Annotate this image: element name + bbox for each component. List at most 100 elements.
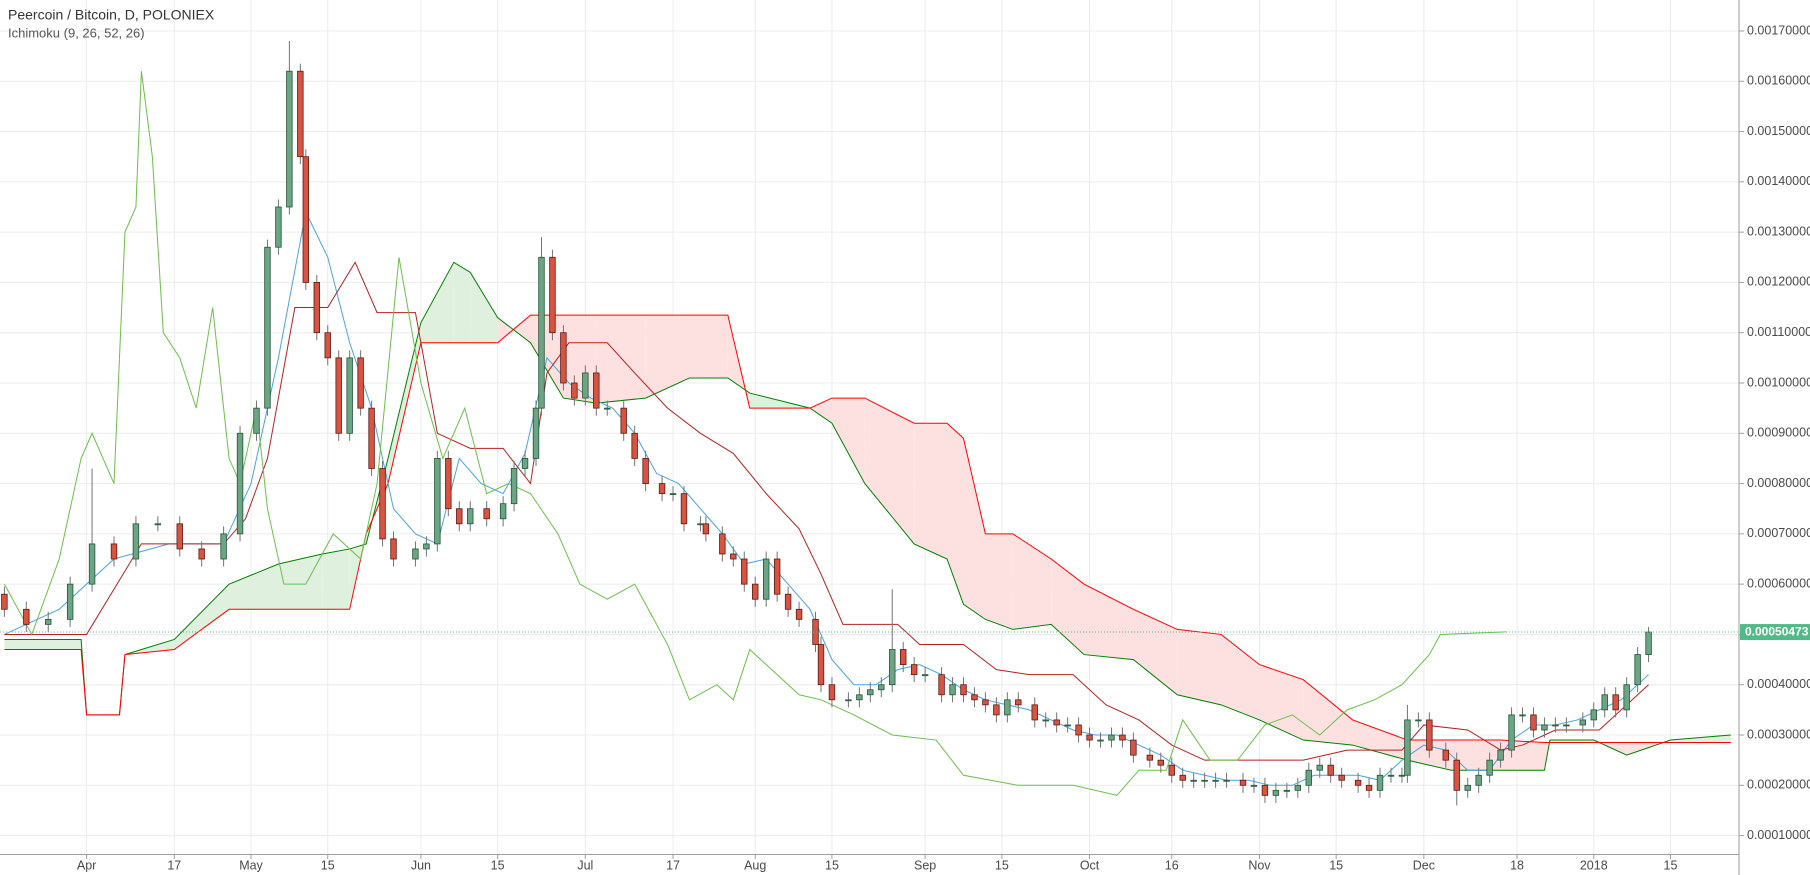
candle-body (631, 432, 638, 459)
candle-body (445, 458, 452, 510)
plot-area (0, 41, 1739, 806)
candle-body (1541, 724, 1548, 731)
cloud-segment (810, 398, 832, 424)
cloud-span-b (4, 314, 1731, 744)
cloud-segment (1259, 664, 1304, 741)
candle-body (538, 256, 545, 409)
candle-body (889, 649, 896, 686)
candle-body (741, 558, 748, 585)
candle-body (1250, 784, 1258, 787)
candle-body (467, 508, 474, 525)
candle-body (1119, 734, 1126, 741)
x-tick-label: 15 (321, 858, 335, 872)
candle-body (752, 583, 759, 600)
x-tick-label: Jul (577, 858, 593, 872)
candle-body (817, 644, 825, 686)
candle-body (45, 618, 52, 625)
indicator-line (3, 71, 1507, 796)
cloud-segment (1221, 634, 1260, 720)
candle-body (697, 523, 704, 526)
candle-body (938, 674, 945, 696)
x-tick-label: Oct (1080, 858, 1100, 872)
candle-body (176, 523, 183, 550)
x-tick-label: 15 (1664, 858, 1678, 872)
candle-body (856, 694, 863, 701)
cloud-segment (1133, 609, 1178, 695)
candle-body (702, 523, 710, 535)
candle-body (499, 503, 507, 520)
y-tick-label: 0.00060000 (1747, 576, 1810, 590)
x-tick-label: 15 (491, 858, 505, 872)
y-tick-label: 0.00080000 (1747, 476, 1810, 490)
candle-body (302, 156, 310, 283)
candle-body (971, 694, 978, 701)
last-price-tag (1740, 624, 1810, 641)
candle-body (1327, 764, 1334, 776)
candle-body (982, 699, 989, 706)
candle-body (1508, 714, 1515, 751)
x-tick-label: 16 (1165, 858, 1179, 872)
candle-body (368, 407, 375, 469)
cloud-segment (229, 564, 279, 610)
candle-body (1086, 734, 1093, 741)
candle-body (1634, 654, 1641, 686)
candle-body (1530, 714, 1537, 731)
indicator-label: Ichimoku (9, 26, 52, 26) (8, 25, 145, 40)
candle-body (549, 256, 556, 334)
candle-body (236, 432, 244, 535)
candle-body (993, 704, 1000, 716)
x-tick-label: 15 (1329, 858, 1343, 872)
candle-body (1376, 774, 1384, 791)
cloud-segment (278, 553, 323, 610)
candle-body (521, 458, 529, 469)
x-tick-label: 17 (167, 858, 181, 872)
y-tick-label: 0.00170000 (1747, 23, 1810, 37)
x-tick-label: May (239, 858, 263, 872)
candle-body (784, 593, 792, 610)
candle-body (1108, 734, 1115, 741)
x-tick-label: Jun (411, 858, 431, 872)
cloud-segment (1177, 629, 1222, 705)
candle-body (1486, 759, 1493, 776)
candle-body (412, 548, 419, 560)
candle-body (593, 372, 600, 409)
candle-body (154, 523, 162, 526)
cloud-segment (947, 423, 964, 605)
candle-body (1387, 774, 1395, 777)
cloud-segment (689, 315, 728, 378)
candle-body (1464, 784, 1471, 791)
cloud-segment (470, 272, 498, 343)
candle-body (1316, 764, 1323, 771)
y-tick-label: 0.00010000 (1747, 828, 1810, 842)
cloud-segment (322, 548, 350, 610)
candle-body (1590, 709, 1597, 721)
cloud-segment (388, 322, 421, 484)
candle-body (1, 593, 8, 610)
candle-body (1042, 719, 1049, 722)
cloud-segment (864, 398, 915, 544)
x-tick-label: Dec (1413, 858, 1435, 872)
candle-body (1064, 724, 1071, 727)
candle-body (379, 468, 386, 540)
candle-body (719, 533, 726, 555)
candle-body (642, 458, 649, 484)
candle-body (921, 674, 929, 677)
y-tick-label: 0.00100000 (1747, 375, 1810, 389)
candle-body (1272, 789, 1280, 796)
candle-body (456, 508, 463, 525)
cloud-segment (985, 533, 1013, 630)
candle-body (571, 382, 578, 399)
candle-body (1223, 779, 1230, 782)
candle-body (669, 493, 677, 496)
cloud-segment (1051, 559, 1085, 655)
candle-body (1497, 749, 1504, 761)
candle-body (264, 246, 271, 409)
cloud-segment (1012, 533, 1052, 630)
candle-body (220, 533, 227, 560)
candle-body (1398, 774, 1406, 777)
last-price-label: 0.00050473 (1745, 625, 1809, 639)
x-tick-label: Sep (914, 858, 936, 872)
y-tick-label: 0.00070000 (1747, 526, 1810, 540)
